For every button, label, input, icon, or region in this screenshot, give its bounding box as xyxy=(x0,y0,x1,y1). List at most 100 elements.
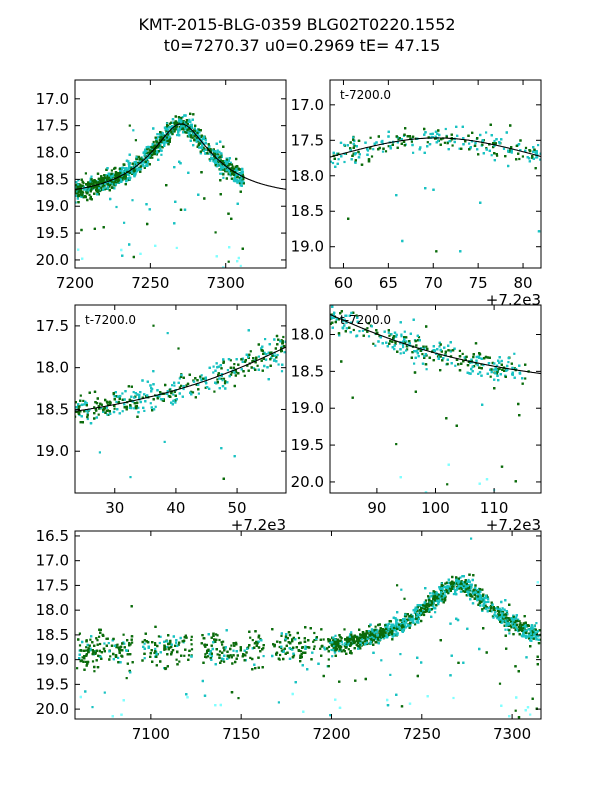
data-point xyxy=(133,407,136,410)
data-point xyxy=(108,403,112,406)
data-point xyxy=(178,127,181,130)
data-point xyxy=(183,208,187,211)
data-point xyxy=(498,142,501,145)
data-point xyxy=(468,142,471,145)
data-point xyxy=(124,174,127,177)
data-point xyxy=(168,140,171,143)
data-point xyxy=(406,135,409,138)
data-point xyxy=(344,152,348,155)
data-point xyxy=(412,151,415,154)
data-point xyxy=(186,126,189,129)
data-point xyxy=(144,151,147,154)
data-point xyxy=(85,402,88,405)
data-point xyxy=(186,131,189,134)
data-point xyxy=(367,160,371,163)
data-point xyxy=(131,162,134,165)
data-point xyxy=(119,178,122,181)
data-point xyxy=(97,193,100,196)
data-point xyxy=(199,376,202,379)
data-point xyxy=(240,170,243,173)
data-point xyxy=(204,152,207,155)
data-point xyxy=(369,136,372,139)
data-point xyxy=(86,411,89,414)
data-point xyxy=(219,140,222,143)
data-point xyxy=(80,178,83,181)
data-point xyxy=(200,171,203,174)
data-point xyxy=(182,120,185,123)
data-point xyxy=(126,177,129,180)
data-point xyxy=(172,127,175,131)
data-point xyxy=(160,137,163,140)
data-point xyxy=(217,153,220,156)
data-point xyxy=(373,142,376,145)
data-point xyxy=(178,134,181,137)
data-point xyxy=(82,399,85,402)
data-point xyxy=(125,159,129,162)
data-point xyxy=(129,405,132,408)
data-point xyxy=(161,146,164,149)
data-point xyxy=(333,157,336,160)
data-point xyxy=(351,154,354,157)
data-point xyxy=(221,167,224,170)
data-point xyxy=(119,173,122,176)
data-point xyxy=(213,152,217,155)
data-point xyxy=(119,171,122,174)
data-point xyxy=(397,138,400,141)
data-point xyxy=(96,172,100,175)
data-point xyxy=(236,179,239,182)
data-point xyxy=(355,145,358,148)
data-point xyxy=(354,161,357,164)
data-point xyxy=(240,177,243,180)
data-point xyxy=(199,142,202,145)
model-curve xyxy=(330,137,541,158)
data-point xyxy=(431,136,434,139)
data-point xyxy=(152,144,155,147)
data-point xyxy=(221,168,224,171)
data-point xyxy=(473,144,477,147)
data-point xyxy=(168,126,171,129)
data-point xyxy=(187,134,191,137)
data-point xyxy=(239,184,242,187)
data-point xyxy=(136,163,139,166)
data-point xyxy=(354,152,357,155)
data-point xyxy=(354,159,357,162)
data-point xyxy=(411,143,414,147)
data-point xyxy=(104,176,107,179)
data-point xyxy=(78,189,81,192)
data-point xyxy=(450,133,453,136)
data-point xyxy=(444,127,447,131)
data-point xyxy=(139,165,142,168)
data-point xyxy=(151,156,154,159)
data-point xyxy=(330,160,332,163)
data-point xyxy=(531,156,534,159)
data-point xyxy=(173,384,176,387)
data-point xyxy=(215,151,219,154)
data-point xyxy=(337,158,340,161)
data-point xyxy=(76,186,79,189)
data-point xyxy=(98,187,101,190)
data-point xyxy=(146,222,149,226)
data-point xyxy=(166,137,170,140)
data-point xyxy=(162,138,166,141)
data-point xyxy=(111,175,114,178)
data-point xyxy=(214,150,217,153)
data-point xyxy=(90,175,93,178)
data-point xyxy=(121,176,124,179)
data-point xyxy=(190,123,193,126)
data-point xyxy=(199,152,202,155)
data-point xyxy=(82,196,85,199)
data-point xyxy=(103,188,106,191)
data-point xyxy=(228,172,231,175)
data-point xyxy=(154,405,157,408)
data-point xyxy=(221,160,224,163)
data-point xyxy=(129,476,132,479)
data-point xyxy=(533,148,536,151)
data-point xyxy=(481,139,484,142)
data-point xyxy=(451,144,454,147)
data-point xyxy=(126,179,129,182)
data-point xyxy=(133,162,136,166)
data-point xyxy=(116,172,119,175)
data-point xyxy=(337,152,340,155)
data-point xyxy=(187,127,190,131)
data-point xyxy=(90,183,93,186)
